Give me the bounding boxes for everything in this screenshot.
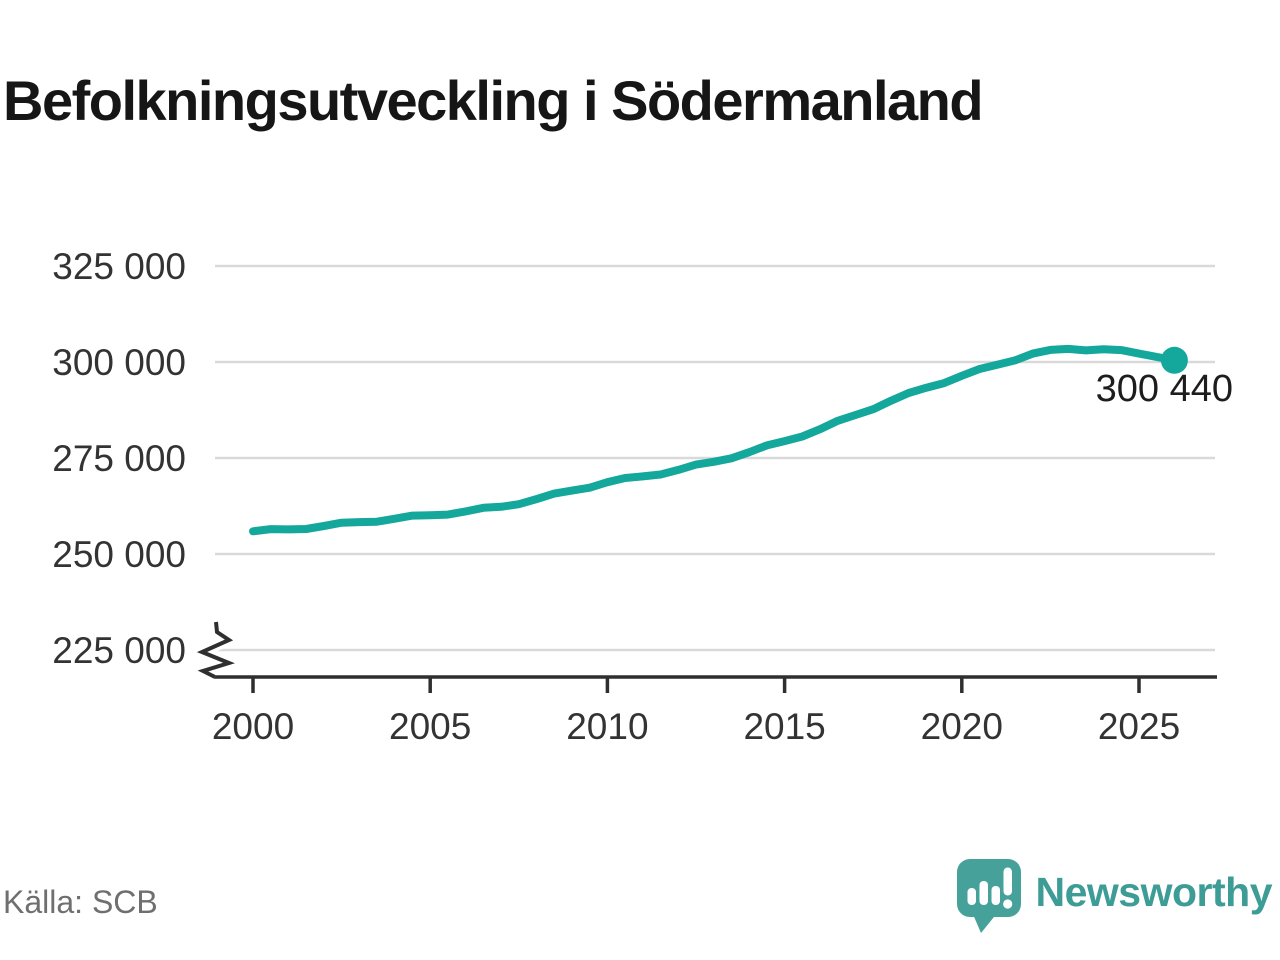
x-tick-label: 2025 xyxy=(1098,706,1180,747)
x-tick-label: 2005 xyxy=(389,706,471,747)
end-point-value-label: 300 440 xyxy=(1096,368,1233,410)
x-tick-label: 2000 xyxy=(212,706,294,747)
logo-bar-2 xyxy=(979,881,988,905)
line-chart-canvas: 225 000 250 000 275 000 300 000 325 000 2000 2… xyxy=(52,246,1233,747)
y-tick-label: 300 000 xyxy=(52,342,186,383)
logo-bar-3 xyxy=(991,886,1000,905)
x-tick-label: 2015 xyxy=(743,706,825,747)
y-tick-label: 250 000 xyxy=(52,534,186,575)
logo-bubble-tail xyxy=(971,912,998,933)
y-tick-label: 325 000 xyxy=(52,246,186,287)
population-line xyxy=(249,344,1179,536)
newsworthy-icon xyxy=(956,859,1021,933)
logo-bar-1 xyxy=(967,888,976,905)
x-tick-label: 2020 xyxy=(921,706,1003,747)
y-tick-label: 275 000 xyxy=(52,438,186,479)
logo-exclamation-bar xyxy=(1003,867,1012,896)
axis-break-icon xyxy=(196,621,235,679)
x-tick-label: 2010 xyxy=(566,706,648,747)
end-point-marker xyxy=(1160,346,1188,374)
source-label: Källa: SCB xyxy=(3,884,158,920)
newsworthy-logo: Newsworthy xyxy=(956,858,1273,934)
chart-title: Befolkningsutveckling i Södermanland xyxy=(3,68,984,132)
logo-exclamation-dot xyxy=(1002,899,1012,909)
y-tick-label: 225 000 xyxy=(52,630,186,671)
newsworthy-wordmark: Newsworthy xyxy=(1035,868,1273,915)
